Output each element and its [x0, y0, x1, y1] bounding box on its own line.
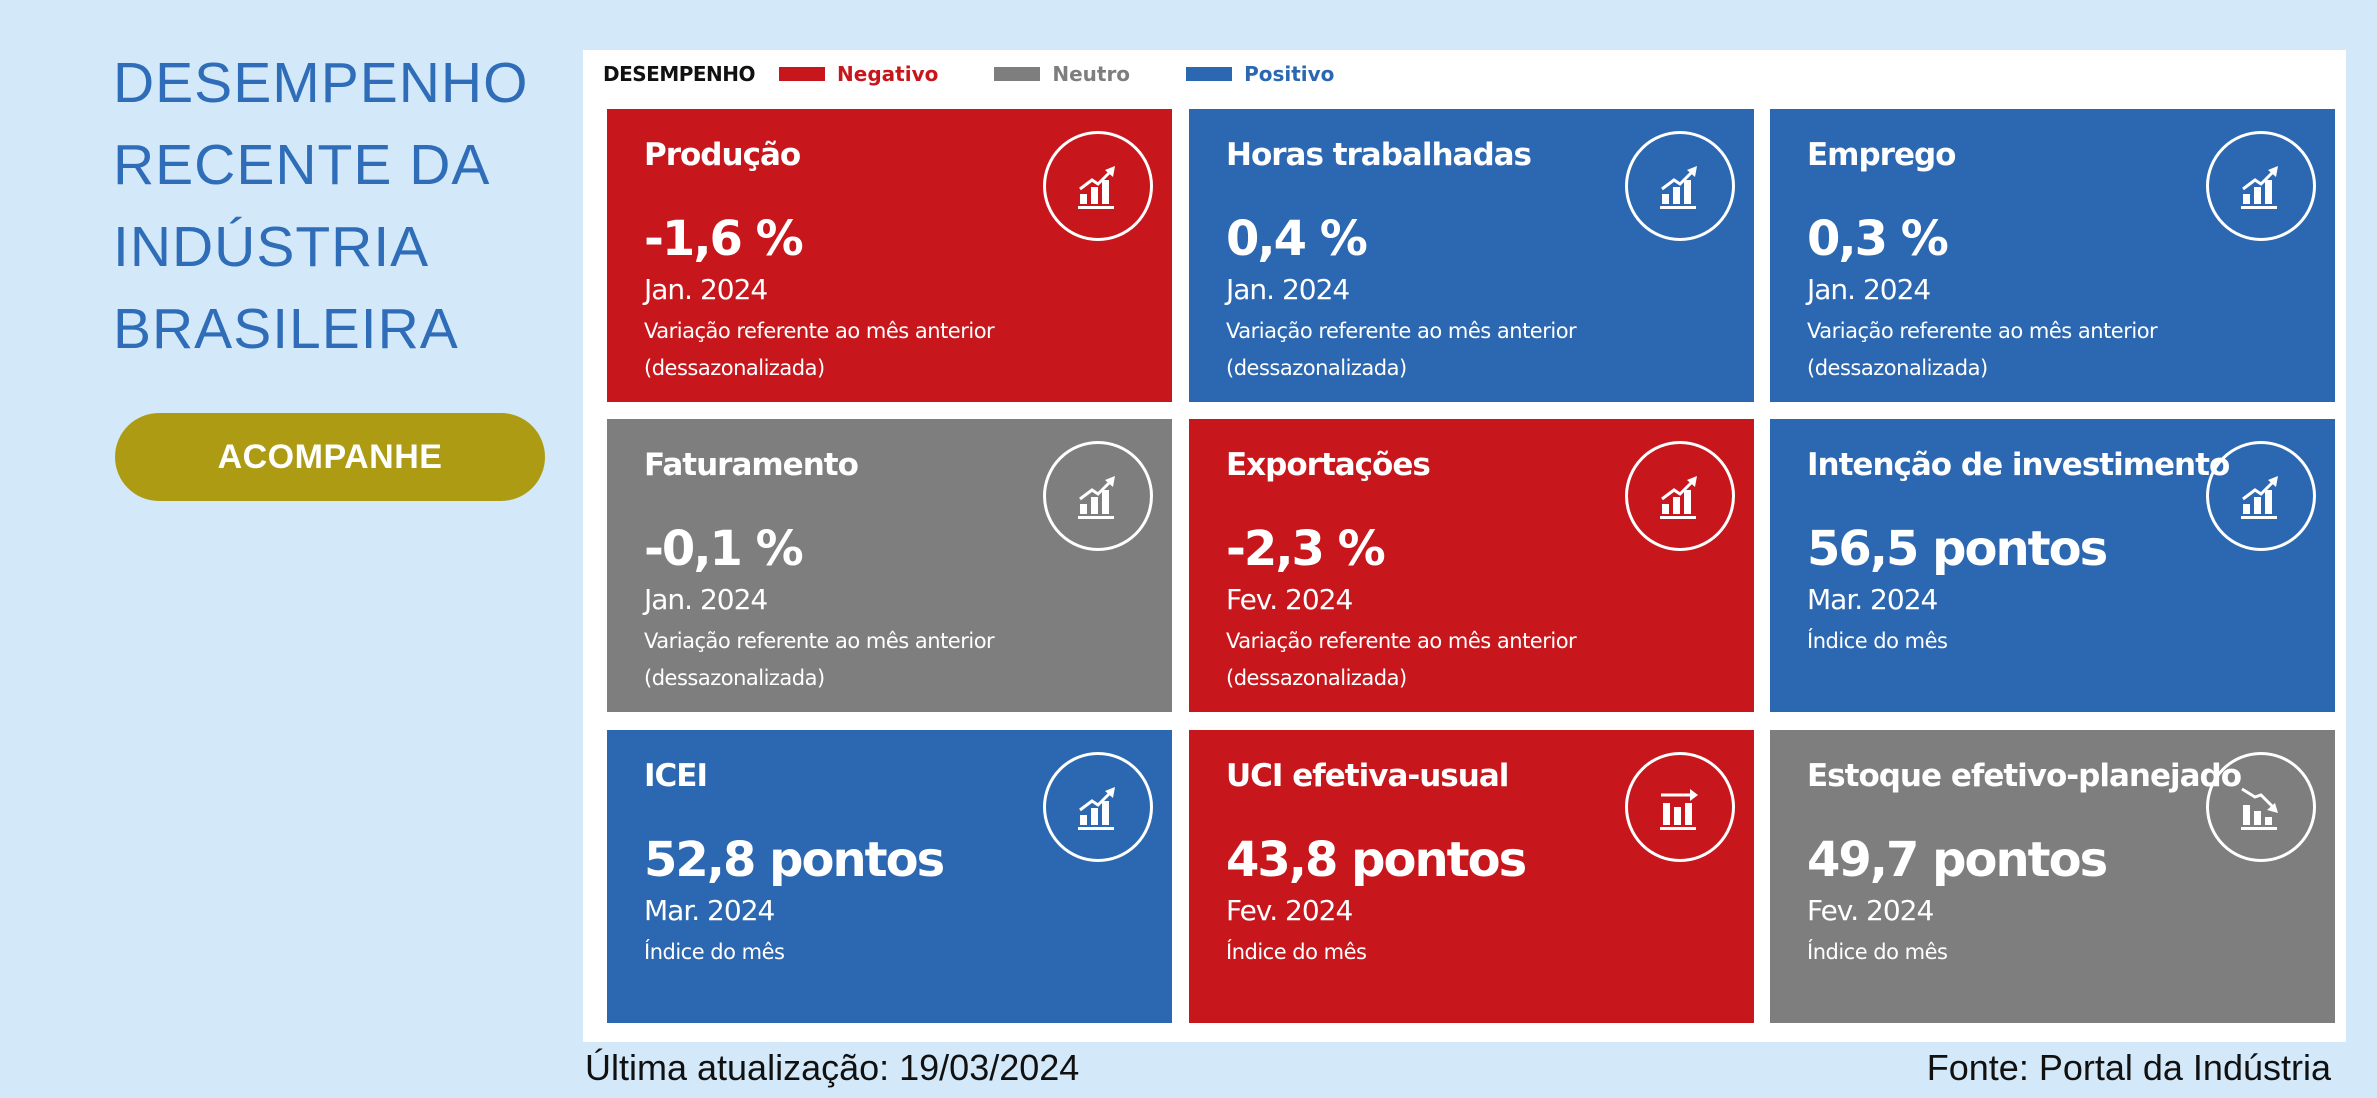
- card-date: Mar. 2024: [644, 894, 775, 927]
- card-title: Intenção de investimento: [1807, 447, 2230, 483]
- card-exportacoes[interactable]: Exportações -2,3 % Fev. 2024 Variação re…: [1189, 419, 1754, 712]
- card-note: Variação referente ao mês anterior (dess…: [644, 319, 995, 380]
- legend-item-neutro: Neutro: [994, 62, 1130, 86]
- legend-title: DESEMPENHO: [603, 62, 756, 86]
- card-value: 43,8 pontos: [1226, 832, 1527, 888]
- card-faturamento[interactable]: Faturamento -0,1 % Jan. 2024 Variação re…: [607, 419, 1172, 712]
- card-title: ICEI: [644, 758, 708, 794]
- card-note: Variação referente ao mês anterior (dess…: [1807, 319, 2158, 380]
- card-emprego[interactable]: Emprego 0,3 % Jan. 2024 Variação referen…: [1770, 109, 2335, 402]
- page-title: DESEMPENHO RECENTE DA INDÚSTRIA BRASILEI…: [113, 42, 563, 370]
- card-title: Horas trabalhadas: [1226, 137, 1532, 173]
- title-line: BRASILEIRA: [113, 297, 459, 361]
- legend-item-negativo: Negativo: [779, 62, 938, 86]
- card-title: Produção: [644, 137, 801, 173]
- legend-label-negativo: Negativo: [837, 62, 939, 86]
- bar-chart-up-icon[interactable]: [1043, 131, 1153, 241]
- legend: DESEMPENHO Negativo Neutro Positivo: [603, 62, 1390, 86]
- card-date: Jan. 2024: [1226, 273, 1350, 306]
- source-note: Fonte: Portal da Indústria: [1926, 1047, 2331, 1088]
- card-date: Jan. 2024: [644, 583, 768, 616]
- card-date: Jan. 2024: [1807, 273, 1931, 306]
- card-note: Variação referente ao mês anterior (dess…: [1226, 319, 1577, 380]
- bar-chart-flat-icon[interactable]: [1625, 752, 1735, 862]
- card-date: Fev. 2024: [1226, 583, 1353, 616]
- card-title: Faturamento: [644, 447, 859, 483]
- card-title: Estoque efetivo-planejado: [1807, 758, 2242, 794]
- legend-swatch-neutro: [994, 67, 1041, 81]
- card-value: 0,4 %: [1226, 211, 1368, 267]
- card-note: Índice do mês: [1807, 940, 1948, 964]
- bar-chart-up-icon[interactable]: [2206, 441, 2316, 551]
- card-icei[interactable]: ICEI 52,8 pontos Mar. 2024 Índice do mês: [607, 730, 1172, 1023]
- card-date: Fev. 2024: [1807, 894, 1934, 927]
- card-title: UCI efetiva-usual: [1226, 758, 1509, 794]
- legend-label-positivo: Positivo: [1244, 62, 1335, 86]
- card-producao[interactable]: Produção -1,6 % Jan. 2024 Variação refer…: [607, 109, 1172, 402]
- bar-chart-up-icon[interactable]: [2206, 131, 2316, 241]
- card-value: 52,8 pontos: [644, 832, 945, 888]
- card-value: 0,3 %: [1807, 211, 1949, 267]
- card-date: Fev. 2024: [1226, 894, 1353, 927]
- legend-swatch-positivo: [1186, 67, 1233, 81]
- card-note: Variação referente ao mês anterior (dess…: [1226, 629, 1577, 690]
- card-horas-trabalhadas[interactable]: Horas trabalhadas 0,4 % Jan. 2024 Variaç…: [1189, 109, 1754, 402]
- card-note: Índice do mês: [1226, 940, 1367, 964]
- bar-chart-up-icon[interactable]: [1625, 131, 1735, 241]
- title-line: RECENTE DA: [113, 133, 491, 197]
- bar-chart-down-icon[interactable]: [2206, 752, 2316, 862]
- legend-label-neutro: Neutro: [1052, 62, 1131, 86]
- card-note: Variação referente ao mês anterior (dess…: [644, 629, 995, 690]
- acompanhe-button[interactable]: ACOMPANHE: [115, 413, 545, 501]
- card-note: Índice do mês: [644, 940, 785, 964]
- card-title: Emprego: [1807, 137, 1956, 173]
- bar-chart-up-icon[interactable]: [1043, 441, 1153, 551]
- card-value: -2,3 %: [1226, 521, 1386, 577]
- bar-chart-up-icon[interactable]: [1043, 752, 1153, 862]
- card-intencao-investimento[interactable]: Intenção de investimento 56,5 pontos Mar…: [1770, 419, 2335, 712]
- card-date: Mar. 2024: [1807, 583, 1938, 616]
- card-value: 56,5 pontos: [1807, 521, 2108, 577]
- title-line: INDÚSTRIA: [113, 215, 430, 279]
- legend-item-positivo: Positivo: [1186, 62, 1334, 86]
- card-date: Jan. 2024: [644, 273, 768, 306]
- card-note: Índice do mês: [1807, 629, 1948, 653]
- card-value: -0,1 %: [644, 521, 804, 577]
- card-uci-efetiva-usual[interactable]: UCI efetiva-usual 43,8 pontos Fev. 2024 …: [1189, 730, 1754, 1023]
- card-title: Exportações: [1226, 447, 1431, 483]
- bar-chart-up-icon[interactable]: [1625, 441, 1735, 551]
- card-estoque-efetivo-planejado[interactable]: Estoque efetivo-planejado 49,7 pontos Fe…: [1770, 730, 2335, 1023]
- card-value: 49,7 pontos: [1807, 832, 2108, 888]
- title-line: DESEMPENHO: [113, 51, 529, 115]
- last-updated: Última atualização: 19/03/2024: [585, 1047, 1080, 1088]
- legend-swatch-negativo: [779, 67, 826, 81]
- card-value: -1,6 %: [644, 211, 804, 267]
